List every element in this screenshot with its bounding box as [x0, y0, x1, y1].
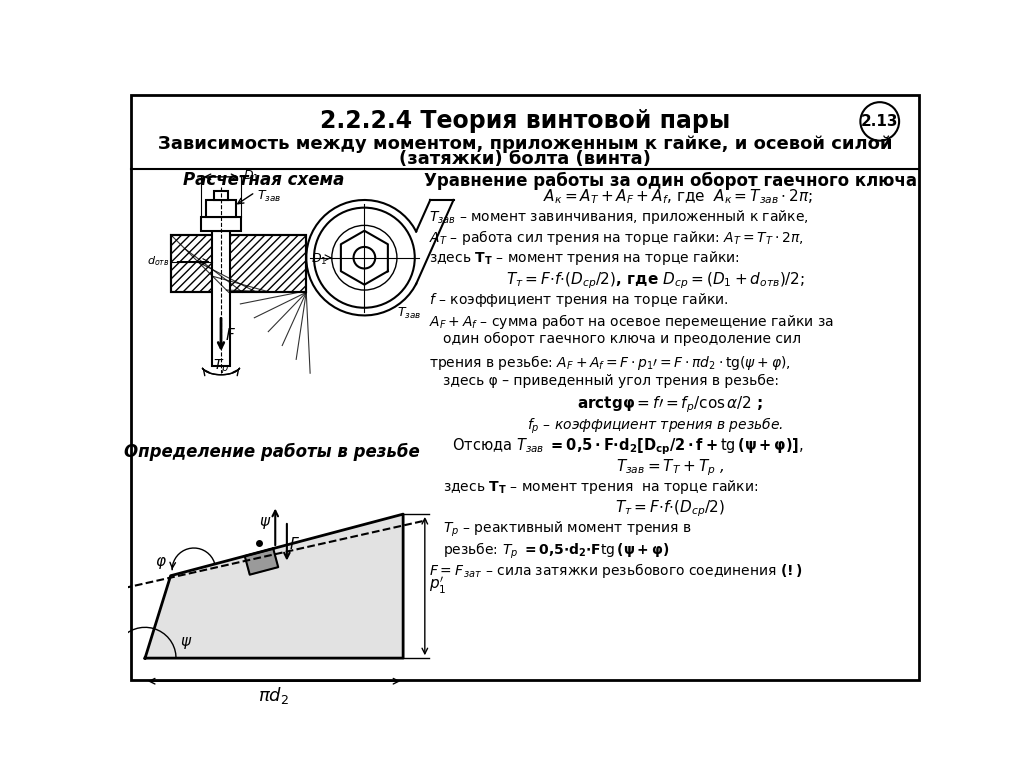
Bar — [212, 230, 229, 366]
Text: $\psi$: $\psi$ — [180, 634, 193, 650]
Text: резьбе: $\mathit{T_р}$ $\mathbf{= 0{,}5{\cdot}d_2{\cdot}F\mathrm{tg}\,(\psi + \v: резьбе: $\mathit{T_р}$ $\mathbf{= 0{,}5{… — [442, 541, 669, 561]
Text: $T_р$: $T_р$ — [213, 358, 229, 376]
Text: $d_{отв}$: $d_{отв}$ — [146, 255, 169, 269]
Text: $\mathit{T_т = F{\cdot}f{\cdot}(D_{ср}/2)}$: $\mathit{T_т = F{\cdot}f{\cdot}(D_{ср}/2… — [615, 498, 726, 519]
Text: 2.13: 2.13 — [861, 114, 898, 129]
Text: $D_1$: $D_1$ — [244, 169, 260, 184]
Text: $\mathbf{arctg\varphi} = \mathit{f\prime} = \mathit{f_р}/\mathrm{cos}\,\alpha/2$: $\mathbf{arctg\varphi} = \mathit{f\prime… — [578, 395, 764, 415]
Text: $\mathit{f_р}$ – коэффициент трения в резьбе.: $\mathit{f_р}$ – коэффициент трения в ре… — [526, 415, 783, 436]
Text: $\mathit{F = F_{\,зат}}$ – сила затяжки резьбового соединения $\mathbf{(!)}$: $\mathit{F = F_{\,зат}}$ – сила затяжки … — [429, 561, 802, 580]
Text: $T_{зав}$: $T_{зав}$ — [397, 306, 421, 320]
Bar — [206, 200, 236, 217]
Text: Отсюда $\mathit{T_{зав}}$ $\mathbf{= 0{,}5 \cdot F{\cdot}d_2 [D_{ср}/2 \cdot f +: Отсюда $\mathit{T_{зав}}$ $\mathbf{= 0{,… — [452, 436, 804, 457]
Text: Уравнение работы за один оборот гаечного ключа: Уравнение работы за один оборот гаечного… — [424, 171, 918, 190]
Text: $A_к = A_Т + A_F + A_f$, где  $A_к = T_{зав} \cdot 2\pi;$: $A_к = A_Т + A_F + A_f$, где $A_к = T_{з… — [543, 187, 813, 206]
Text: здесь $\mathbf{T_Т}$ – момент трения на торце гайки:: здесь $\mathbf{T_Т}$ – момент трения на … — [429, 250, 739, 267]
Text: здесь $\mathbf{T_Т}$ – момент трения  на торце гайки:: здесь $\mathbf{T_Т}$ – момент трения на … — [442, 478, 758, 496]
Text: трения в резьбе: $A_F + A_f = F \cdot p_1\prime = F\cdot \pi d_2 \cdot \mathrm{t: трения в резьбе: $A_F + A_f = F \cdot p_… — [429, 353, 791, 372]
Text: (затяжки) болта (винта): (затяжки) болта (винта) — [399, 150, 650, 168]
Text: $D_1$: $D_1$ — [311, 252, 328, 266]
Text: один оборот гаечного ключа и преодоление сил: один оборот гаечного ключа и преодоление… — [442, 333, 801, 346]
Text: здесь φ – приведенный угол трения в резьбе:: здесь φ – приведенный угол трения в резь… — [442, 374, 778, 388]
Text: $f$ – коэффициент трения на торце гайки.: $f$ – коэффициент трения на торце гайки. — [429, 291, 728, 309]
Text: 2.2.2.4 Теория винтовой пары: 2.2.2.4 Теория винтовой пары — [319, 109, 730, 133]
Text: $F$: $F$ — [225, 326, 236, 343]
Text: Расчетная схема: Расчетная схема — [183, 171, 344, 190]
Text: $\mathit{T_р}$ – реактивный момент трения в: $\mathit{T_р}$ – реактивный момент трени… — [442, 519, 691, 539]
Text: $\psi$: $\psi$ — [259, 515, 271, 531]
Bar — [171, 234, 306, 293]
Text: $T_{зав}$ – момент завинчивания, приложенный к гайке,: $T_{зав}$ – момент завинчивания, приложе… — [429, 207, 808, 226]
Bar — [171, 234, 306, 293]
Circle shape — [860, 102, 899, 141]
Bar — [214, 190, 228, 200]
Bar — [201, 217, 241, 230]
Text: Зависимость между моментом, приложенным к гайке, и осевой силой: Зависимость между моментом, приложенным … — [158, 134, 892, 153]
Text: $\mathit{T_{зав} = T_Т + T_р}$ ,: $\mathit{T_{зав} = T_Т + T_р}$ , — [616, 457, 725, 478]
Polygon shape — [245, 548, 279, 574]
Text: $A_F + A_f$ – сумма работ на осевое перемещение гайки за: $A_F + A_f$ – сумма работ на осевое пере… — [429, 312, 834, 330]
Text: $T_{зав}$: $T_{зав}$ — [257, 188, 281, 204]
Text: $\pi d_2$: $\pi d_2$ — [258, 685, 289, 706]
Text: $\mathit{T_т = F{\cdot}f{\cdot}(D_{ср}/2)}$, где $\mathit{D_{ср} = (D_1 + d_{отв: $\mathit{T_т = F{\cdot}f{\cdot}(D_{ср}/2… — [506, 270, 804, 290]
Text: $p_1'$: $p_1'$ — [429, 575, 446, 596]
Text: $F$: $F$ — [289, 536, 300, 552]
Text: $A_Т$ – работа сил трения на торце гайки: $A_Т = T_Т \cdot 2\pi,$: $A_Т$ – работа сил трения на торце гайки… — [429, 228, 803, 247]
Text: $\varphi$: $\varphi$ — [156, 555, 167, 571]
Text: Определение работы в резьбе: Определение работы в резьбе — [124, 442, 419, 461]
Polygon shape — [145, 514, 403, 658]
